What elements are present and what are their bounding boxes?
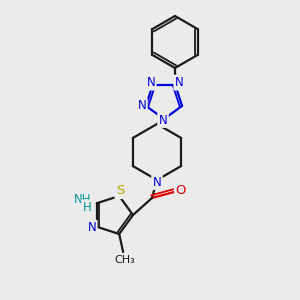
Text: S: S xyxy=(116,184,124,197)
Text: NH: NH xyxy=(74,193,92,206)
Text: N: N xyxy=(138,99,146,112)
Text: O: O xyxy=(176,184,186,197)
Text: N: N xyxy=(175,76,184,89)
Text: N: N xyxy=(146,76,155,89)
Text: N: N xyxy=(159,113,167,127)
Text: CH₃: CH₃ xyxy=(115,255,136,265)
Text: N: N xyxy=(153,176,161,188)
Text: H: H xyxy=(82,201,91,214)
Text: N: N xyxy=(87,221,96,234)
